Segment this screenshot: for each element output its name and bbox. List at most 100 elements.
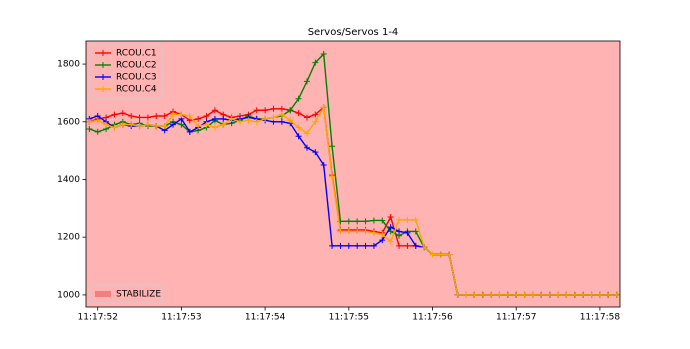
point-marker bbox=[119, 110, 126, 117]
point-marker bbox=[504, 291, 511, 298]
point-marker bbox=[303, 114, 310, 121]
point-marker bbox=[345, 228, 352, 235]
point-marker bbox=[345, 242, 352, 249]
point-marker bbox=[270, 114, 277, 121]
point-marker bbox=[270, 105, 277, 112]
legend-marker bbox=[100, 50, 106, 56]
point-marker bbox=[278, 118, 285, 125]
point-marker bbox=[337, 228, 344, 235]
point-marker bbox=[354, 228, 361, 235]
point-marker bbox=[320, 104, 327, 111]
mode-legend-box bbox=[89, 284, 163, 304]
point-marker bbox=[596, 291, 603, 298]
point-marker bbox=[245, 117, 252, 124]
x-tick-label: 11:17:52 bbox=[78, 313, 118, 323]
y-tick-label: 1600 bbox=[57, 117, 80, 127]
point-marker bbox=[370, 217, 377, 224]
point-marker bbox=[404, 229, 411, 236]
point-marker bbox=[303, 144, 310, 151]
point-marker bbox=[195, 123, 202, 130]
point-marker bbox=[278, 105, 285, 112]
point-marker bbox=[337, 242, 344, 249]
point-marker bbox=[278, 111, 285, 118]
point-marker bbox=[220, 121, 227, 128]
point-marker bbox=[295, 133, 302, 140]
point-marker bbox=[195, 115, 202, 122]
point-marker bbox=[111, 111, 118, 118]
point-marker bbox=[211, 107, 218, 114]
point-marker bbox=[211, 124, 218, 131]
point-marker bbox=[362, 242, 369, 249]
mode-legend-label: STABILIZE bbox=[116, 290, 161, 300]
point-marker bbox=[94, 128, 101, 135]
point-marker bbox=[387, 224, 394, 231]
point-marker bbox=[396, 228, 403, 235]
point-marker bbox=[295, 95, 302, 102]
point-marker bbox=[86, 118, 93, 125]
plot-frame bbox=[85, 40, 621, 308]
legend-box bbox=[89, 44, 163, 100]
point-marker bbox=[412, 242, 419, 249]
point-marker bbox=[312, 59, 319, 66]
point-marker bbox=[396, 242, 403, 249]
point-marker bbox=[161, 123, 168, 130]
point-marker bbox=[329, 143, 336, 150]
point-marker bbox=[161, 113, 168, 120]
point-marker bbox=[379, 217, 386, 224]
point-marker bbox=[563, 291, 570, 298]
point-marker bbox=[186, 128, 193, 135]
legend-label: RCOU.C4 bbox=[116, 85, 157, 95]
point-marker bbox=[211, 115, 218, 122]
point-marker bbox=[429, 251, 436, 258]
point-marker bbox=[370, 242, 377, 249]
point-marker bbox=[203, 121, 210, 128]
point-marker bbox=[345, 218, 352, 225]
point-marker bbox=[303, 130, 310, 137]
point-marker bbox=[320, 50, 327, 57]
legend-marker bbox=[100, 86, 106, 92]
point-marker bbox=[571, 291, 578, 298]
point-marker bbox=[454, 291, 461, 298]
point-marker bbox=[136, 114, 143, 121]
legend-label: RCOU.C3 bbox=[116, 73, 157, 83]
point-marker bbox=[546, 291, 553, 298]
point-marker bbox=[404, 216, 411, 223]
point-marker bbox=[262, 107, 269, 114]
point-marker bbox=[521, 291, 528, 298]
legend-label: RCOU.C1 bbox=[116, 49, 157, 59]
point-marker bbox=[103, 121, 110, 128]
legend-marker bbox=[100, 74, 106, 80]
point-marker bbox=[362, 218, 369, 225]
point-marker bbox=[471, 291, 478, 298]
point-marker bbox=[613, 291, 620, 298]
y-tick-label: 1000 bbox=[57, 290, 80, 300]
point-marker bbox=[237, 118, 244, 125]
point-marker bbox=[329, 173, 336, 180]
point-marker bbox=[119, 121, 126, 128]
point-marker bbox=[555, 291, 562, 298]
point-marker bbox=[128, 113, 135, 120]
point-marker bbox=[170, 111, 177, 118]
point-marker bbox=[605, 291, 612, 298]
x-tick-label: 11:17:53 bbox=[161, 313, 201, 323]
point-marker bbox=[312, 111, 319, 118]
point-marker bbox=[136, 123, 143, 130]
chart-title: Servos/Servos 1-4 bbox=[308, 27, 399, 38]
point-marker bbox=[588, 291, 595, 298]
point-marker bbox=[144, 114, 151, 121]
point-marker bbox=[228, 115, 235, 122]
point-marker bbox=[178, 111, 185, 118]
point-marker bbox=[421, 244, 428, 251]
point-marker bbox=[153, 123, 160, 130]
point-marker bbox=[412, 228, 419, 235]
point-marker bbox=[329, 242, 336, 249]
mode-legend-swatch bbox=[95, 291, 111, 297]
point-marker bbox=[220, 115, 227, 122]
point-marker bbox=[312, 149, 319, 156]
x-tick-label: 11:17:54 bbox=[245, 313, 286, 323]
point-marker bbox=[462, 291, 469, 298]
point-marker bbox=[312, 118, 319, 125]
point-marker bbox=[354, 242, 361, 249]
point-marker bbox=[253, 107, 260, 114]
